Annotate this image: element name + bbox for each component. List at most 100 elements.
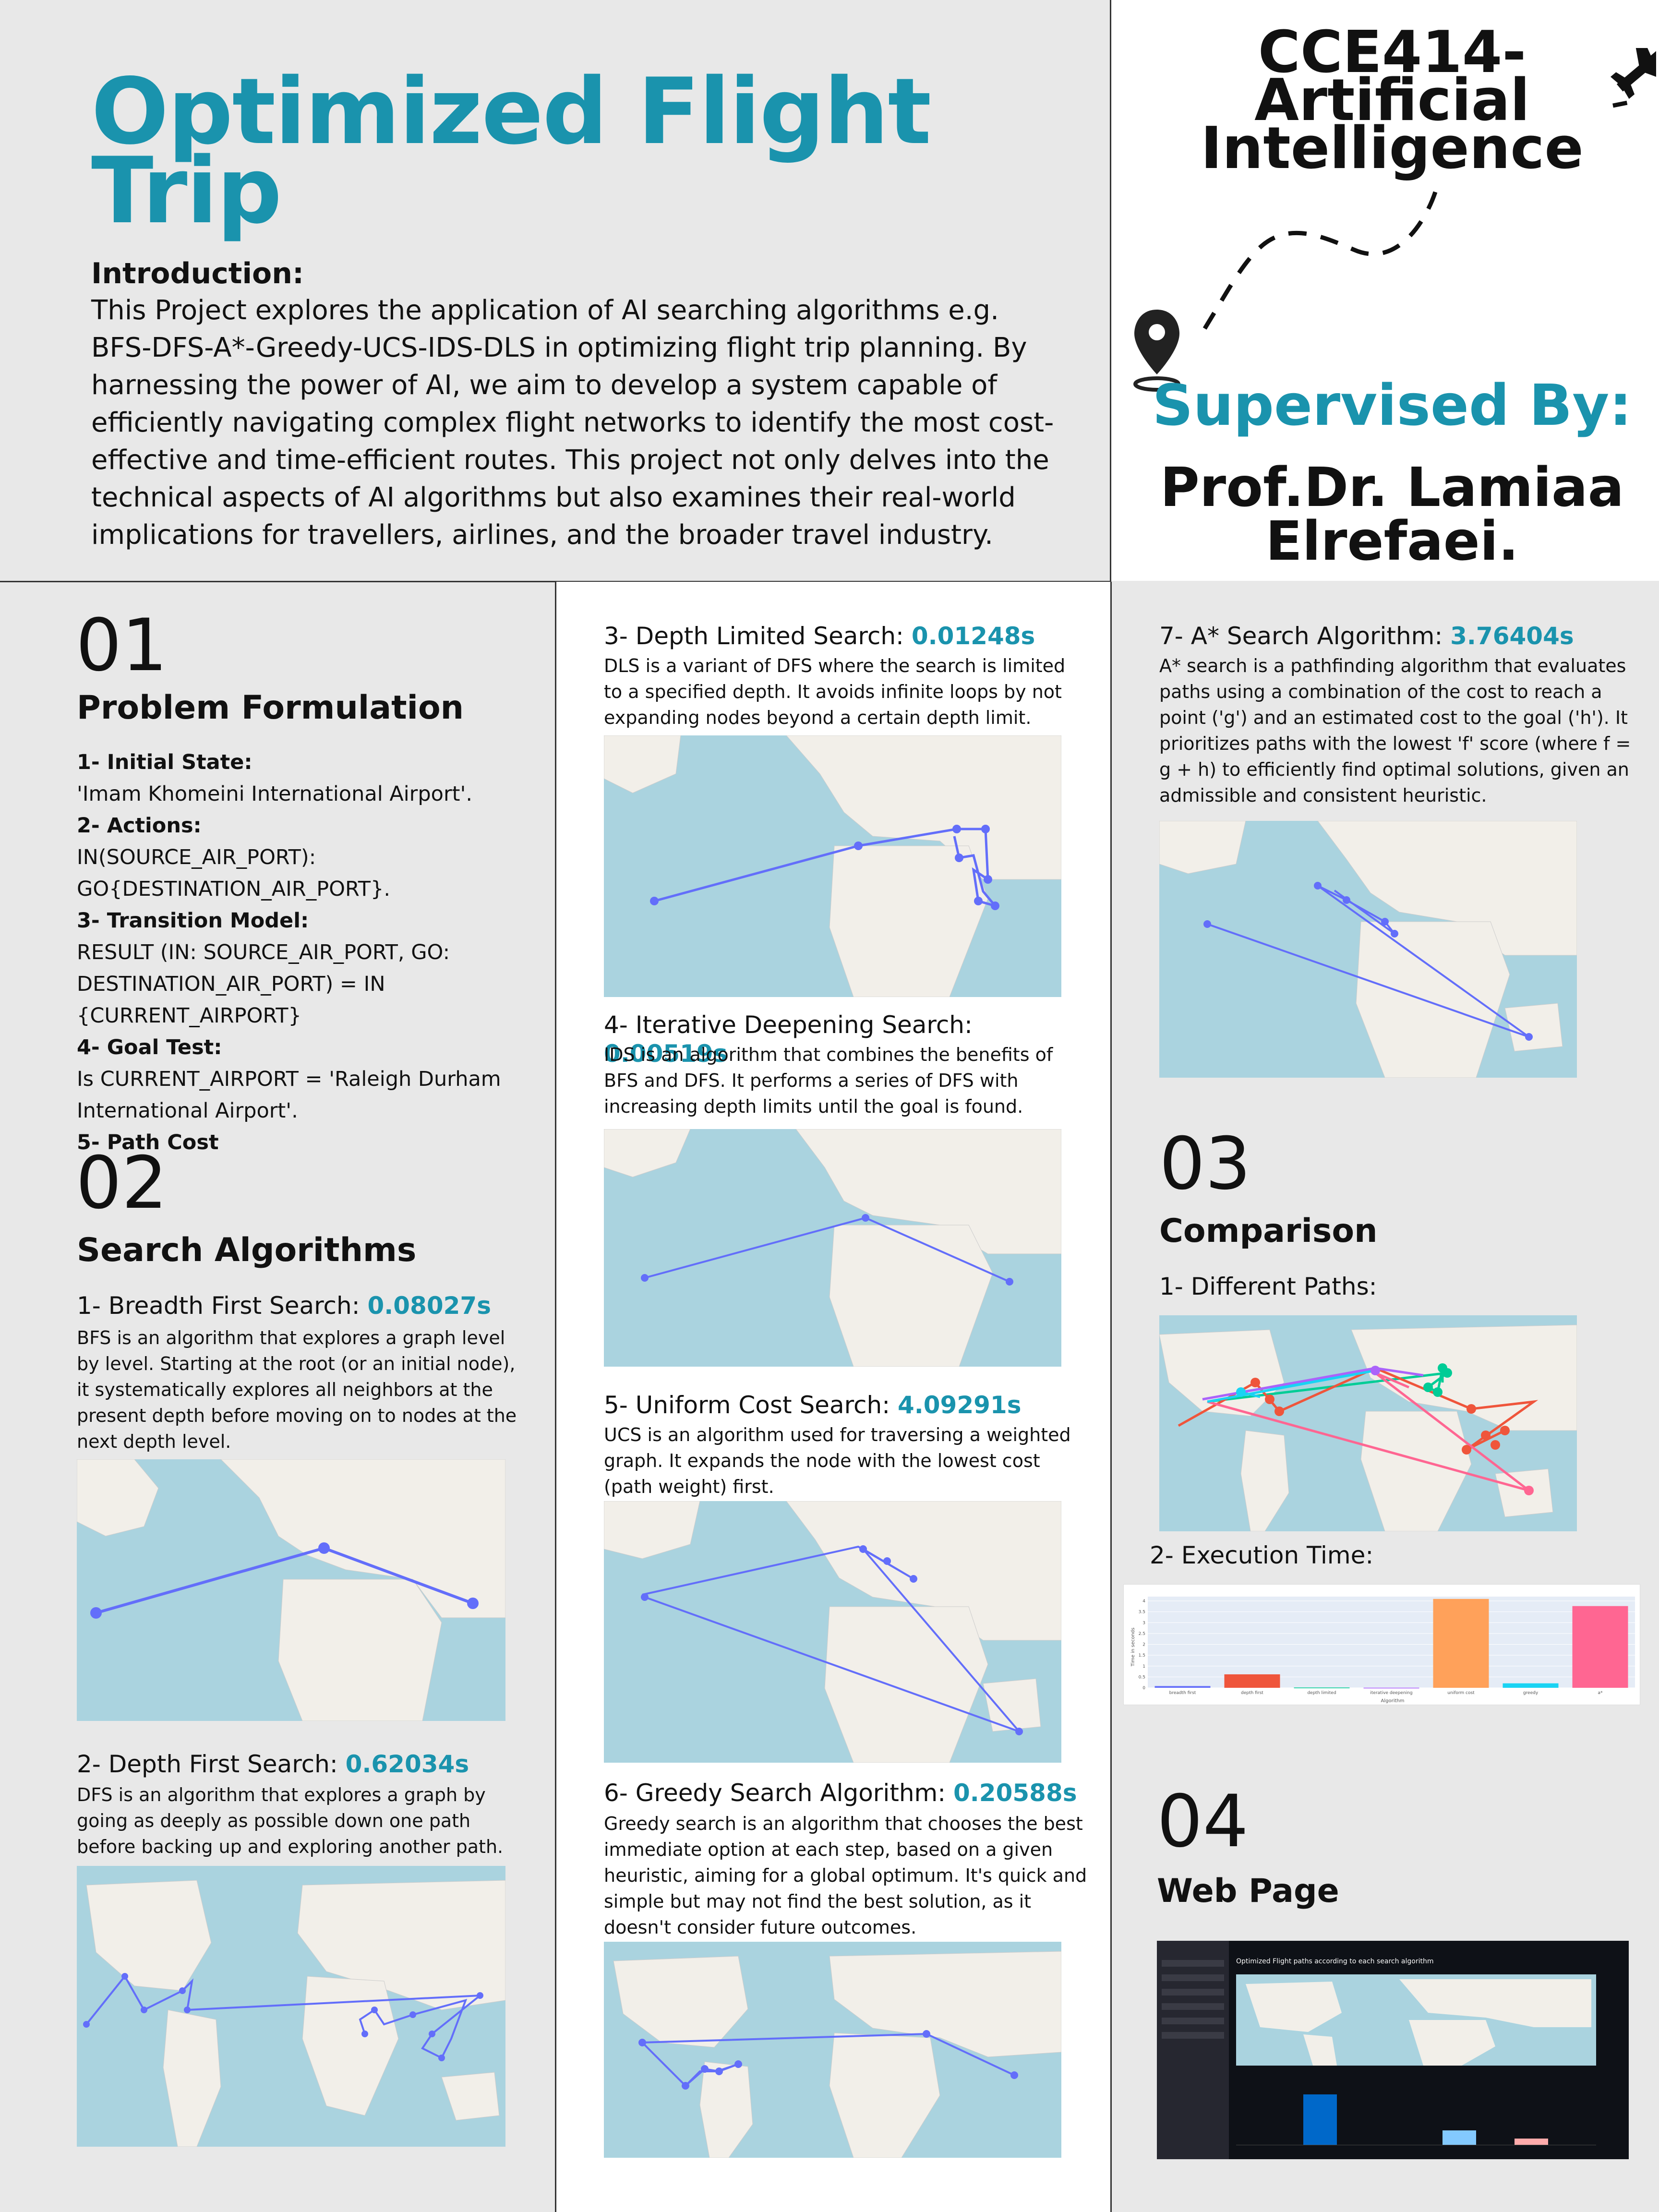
chart-y-tick: 3.5 [1139, 1610, 1145, 1615]
chart-y-tick: 2 [1142, 1643, 1145, 1647]
problem-formulation-list: 1- Initial State: 'Imam Khomeini Interna… [77, 746, 533, 1158]
chart-y-tick: 0.5 [1139, 1675, 1145, 1680]
chart-x-tick: uniform cost [1447, 1691, 1475, 1695]
col-divider-1 [555, 582, 556, 2212]
top-divider [0, 581, 1111, 582]
dls-route-map [604, 735, 1061, 997]
greedy-heading: 6- Greedy Search Algorithm: 0.20588s [604, 1779, 1098, 1807]
ids-heading: 4- Iterative Deepening Search: 0.00519s [604, 1010, 1098, 1068]
intro-heading: Introduction: [91, 257, 304, 290]
dfs-name: 2- Depth First Search: [77, 1750, 338, 1778]
top-vertical-divider [1110, 0, 1111, 582]
chart-bar [1503, 1683, 1559, 1688]
greedy-route-map [604, 1942, 1061, 2158]
course-panel [1111, 0, 1659, 581]
section-03-title: Comparison [1159, 1212, 1378, 1250]
supervised-heading: Supervised By: [1152, 372, 1632, 438]
chart-y-tick: 1 [1142, 1664, 1145, 1669]
chart-y-tick: 3 [1142, 1621, 1145, 1625]
dfs-route-map [77, 1866, 505, 2147]
chart-y-tick: 1.5 [1139, 1653, 1145, 1658]
pf-item-label: 2- Actions: [77, 814, 202, 838]
flight-path-decoration [1198, 48, 1656, 337]
ids-name: 4- Iterative Deepening Search: [604, 1011, 973, 1039]
web-bar-chart [1236, 2085, 1596, 2152]
ucs-name: 5- Uniform Cost Search: [604, 1391, 890, 1419]
dls-name: 3- Depth Limited Search: [604, 622, 904, 650]
course-line-2: Artificial [1254, 67, 1530, 134]
ucs-heading: 5- Uniform Cost Search: 4.09291s [604, 1391, 1098, 1419]
airplane-icon [1611, 48, 1656, 99]
astar-time: 3.76404s [1450, 622, 1574, 650]
course-line-1: CCE414- [1258, 19, 1527, 86]
web-page-screenshot: Optimized Flight paths according to each… [1157, 1941, 1629, 2159]
chart-x-tick: iterative deepening [1370, 1691, 1412, 1695]
pf-item-label: 5- Path Cost [77, 1130, 219, 1154]
ucs-route-map [604, 1501, 1061, 1763]
chart-x-tick: greedy [1523, 1691, 1539, 1695]
chart-x-tick: a* [1598, 1691, 1603, 1695]
ids-time: 0.00519s [604, 1040, 728, 1068]
ucs-time: 4.09291s [897, 1391, 1022, 1419]
bfs-route-map [77, 1459, 505, 1721]
poster-title: Optimized Flight Trip [91, 59, 931, 244]
supervisor-name: Prof.Dr. Lamiaa Elrefaei. [1142, 461, 1642, 568]
ids-route-map [604, 1129, 1061, 1367]
col-divider-2 [1110, 582, 1112, 2212]
bfs-description: BFS is an algorithm that explores a grap… [77, 1327, 517, 1452]
chart-x-tick: breadth first [1169, 1691, 1196, 1695]
astar-description: A* search is a pathfinding algorithm tha… [1159, 655, 1631, 806]
execution-time-chart: Time in seconds Algorithm 0 0.5 1 1.5 2 2.5 3 3… [1123, 1584, 1640, 1705]
dls-time: 0.01248s [911, 622, 1035, 650]
chart-bar [1224, 1674, 1280, 1688]
bfs-time: 0.08027s [367, 1292, 491, 1320]
intro-text: This Project explores the application of… [91, 295, 1054, 551]
chart-bar [1363, 1687, 1419, 1689]
section-04-title: Web Page [1157, 1872, 1339, 1910]
astar-heading: 7- A* Search Algorithm: 3.76404s [1159, 622, 1649, 650]
ucs-description: UCS is an algorithm used for traversing … [604, 1424, 1071, 1497]
chart-x-label: Algorithm [1381, 1698, 1405, 1704]
section-01-number: 01 [76, 604, 168, 687]
bfs-heading: 1- Breadth First Search: 0.08027s [77, 1291, 538, 1320]
chart-plot-area [1148, 1597, 1635, 1688]
ids-description: IDS is an algorithm that combines the be… [604, 1044, 1053, 1117]
chart-y-tick: 2.5 [1139, 1632, 1145, 1636]
chart-bar [1294, 1687, 1350, 1688]
dls-description: DLS is a variant of DFS where the search… [604, 655, 1066, 728]
pf-item-text: Is CURRENT_AIRPORT = 'Raleigh Durham Int… [77, 1067, 501, 1123]
pf-item-label: 4- Goal Test: [77, 1035, 222, 1059]
chart-y-tick: 4 [1142, 1599, 1145, 1604]
course-title: CCE414- Artificial Intelligence [1152, 19, 1632, 182]
chart-y-tick: 0 [1142, 1686, 1145, 1691]
pf-item-text: 'Imam Khomeini International Airport'. [77, 782, 472, 806]
astar-route-map [1159, 821, 1577, 1078]
greedy-time: 0.20588s [953, 1779, 1077, 1807]
pf-item-text: IN(SOURCE_AIR_PORT): GO{DESTINATION_AIR_… [77, 845, 391, 901]
dfs-heading: 2- Depth First Search: 0.62034s [77, 1750, 538, 1779]
pf-item-label: 1- Initial State: [77, 750, 252, 774]
course-line-3: Intelligence [1201, 115, 1584, 182]
chart-y-label: Time in seconds [1130, 1628, 1136, 1667]
pf-item-text: RESULT (IN: SOURCE_AIR_PORT, GO: DESTINA… [77, 940, 450, 1028]
dfs-time: 0.62034s [345, 1750, 469, 1778]
chart-bar [1154, 1686, 1211, 1688]
greedy-description: Greedy search is an algorithm that choos… [604, 1813, 1087, 1938]
comparison-paths-map [1159, 1315, 1577, 1531]
location-pin-icon [1133, 310, 1180, 392]
astar-name: 7- A* Search Algorithm: [1159, 622, 1443, 650]
section-03-number: 03 [1159, 1122, 1251, 1206]
web-map [1236, 1974, 1596, 2066]
exec-time-subheading: 2- Execution Time: [1150, 1541, 1374, 1569]
dfs-description: DFS is an algorithm that explores a grap… [77, 1784, 504, 1857]
supervisor-name-line2: Elrefaei. [1265, 510, 1519, 573]
section-02-title: Search Algorithms [77, 1231, 417, 1269]
greedy-name: 6- Greedy Search Algorithm: [604, 1779, 946, 1807]
paths-subheading: 1- Different Paths: [1159, 1273, 1377, 1300]
section-04-number: 04 [1157, 1780, 1249, 1863]
dls-heading: 3- Depth Limited Search: 0.01248s [604, 622, 1098, 650]
section-01-title: Problem Formulation [77, 689, 464, 727]
chart-bar [1572, 1606, 1628, 1688]
section-02-number: 02 [76, 1142, 168, 1225]
bfs-name: 1- Breadth First Search: [77, 1292, 360, 1320]
